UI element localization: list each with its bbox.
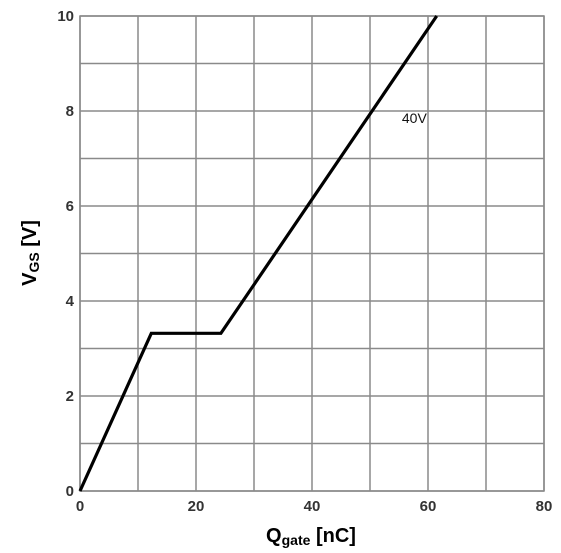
y-tick-label: 0 [66, 483, 74, 500]
annotation-label: 40V [402, 110, 428, 126]
x-tick-label: 80 [536, 498, 553, 515]
y-tick-label: 4 [66, 293, 75, 310]
y-tick-labels: 0 2 4 6 8 10 [57, 8, 74, 500]
plot-frame [79, 15, 545, 492]
y-tick-label: 8 [66, 103, 74, 120]
y-axis-label-main: V [19, 272, 41, 286]
x-axis-label-sub: gate [282, 532, 311, 548]
y-axis-label-sub: GS [26, 252, 42, 272]
x-tick-label: 20 [188, 498, 205, 515]
x-axis-label: Qgate [nC] [266, 525, 356, 548]
annotations: 40V [402, 110, 428, 126]
x-tick-label: 40 [304, 498, 321, 515]
x-tick-label: 0 [76, 498, 84, 515]
y-axis-label-unit: [V] [19, 220, 41, 252]
x-tick-labels: 0 20 40 60 80 [76, 498, 553, 515]
y-axis-label: VGS [V] [19, 220, 42, 286]
x-axis-label-unit: [nC] [310, 525, 356, 547]
y-tick-label: 2 [66, 388, 74, 405]
y-tick-label: 10 [57, 8, 74, 25]
series-group [78, 15, 439, 492]
y-tick-label: 6 [66, 198, 74, 215]
x-axis-label-main: Q [266, 525, 282, 547]
series-line-0 [78, 15, 439, 492]
x-tick-label: 60 [420, 498, 437, 515]
grid [79, 15, 545, 492]
